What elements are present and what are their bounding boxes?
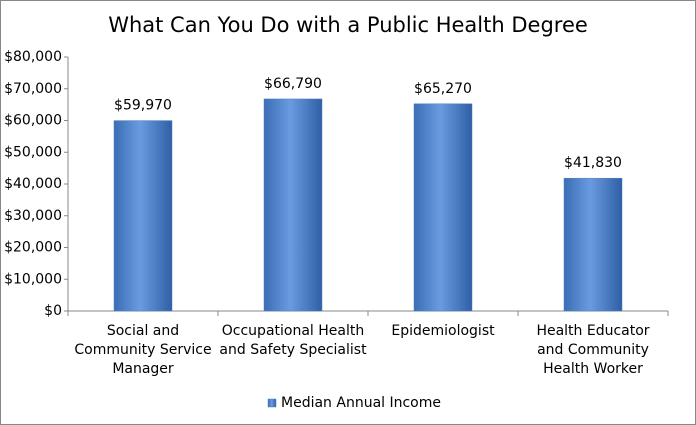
legend-label: Median Annual Income xyxy=(281,395,441,411)
y-tick-label: $40,000 xyxy=(4,176,62,192)
x-tick-label: Occupational Health and Safety Specialis… xyxy=(219,323,367,358)
bar xyxy=(563,177,623,312)
y-tick-label: $60,000 xyxy=(4,113,62,129)
value-label: $59,970 xyxy=(114,98,172,114)
bar xyxy=(113,120,173,312)
legend-swatch xyxy=(267,398,277,408)
x-tick-label: Health Educator and Community Health Wor… xyxy=(536,323,650,377)
bar xyxy=(263,98,323,312)
y-tick-label: $20,000 xyxy=(4,240,62,256)
value-label: $41,830 xyxy=(564,155,622,171)
bar xyxy=(413,103,473,312)
y-tick-label: $80,000 xyxy=(4,49,62,65)
y-tick-label: $30,000 xyxy=(4,208,62,224)
value-label: $65,270 xyxy=(414,81,472,97)
value-label: $66,790 xyxy=(264,76,322,92)
y-tick-label: $70,000 xyxy=(4,81,62,97)
y-tick-label: $0 xyxy=(44,303,62,319)
x-tick-label: Social and Community Service Manager xyxy=(74,323,212,377)
y-tick-label: $10,000 xyxy=(4,271,62,287)
chart-title: What Can You Do with a Public Health Deg… xyxy=(108,13,588,37)
x-tick-label: Epidemiologist xyxy=(391,323,495,339)
y-tick-label: $50,000 xyxy=(4,144,62,160)
